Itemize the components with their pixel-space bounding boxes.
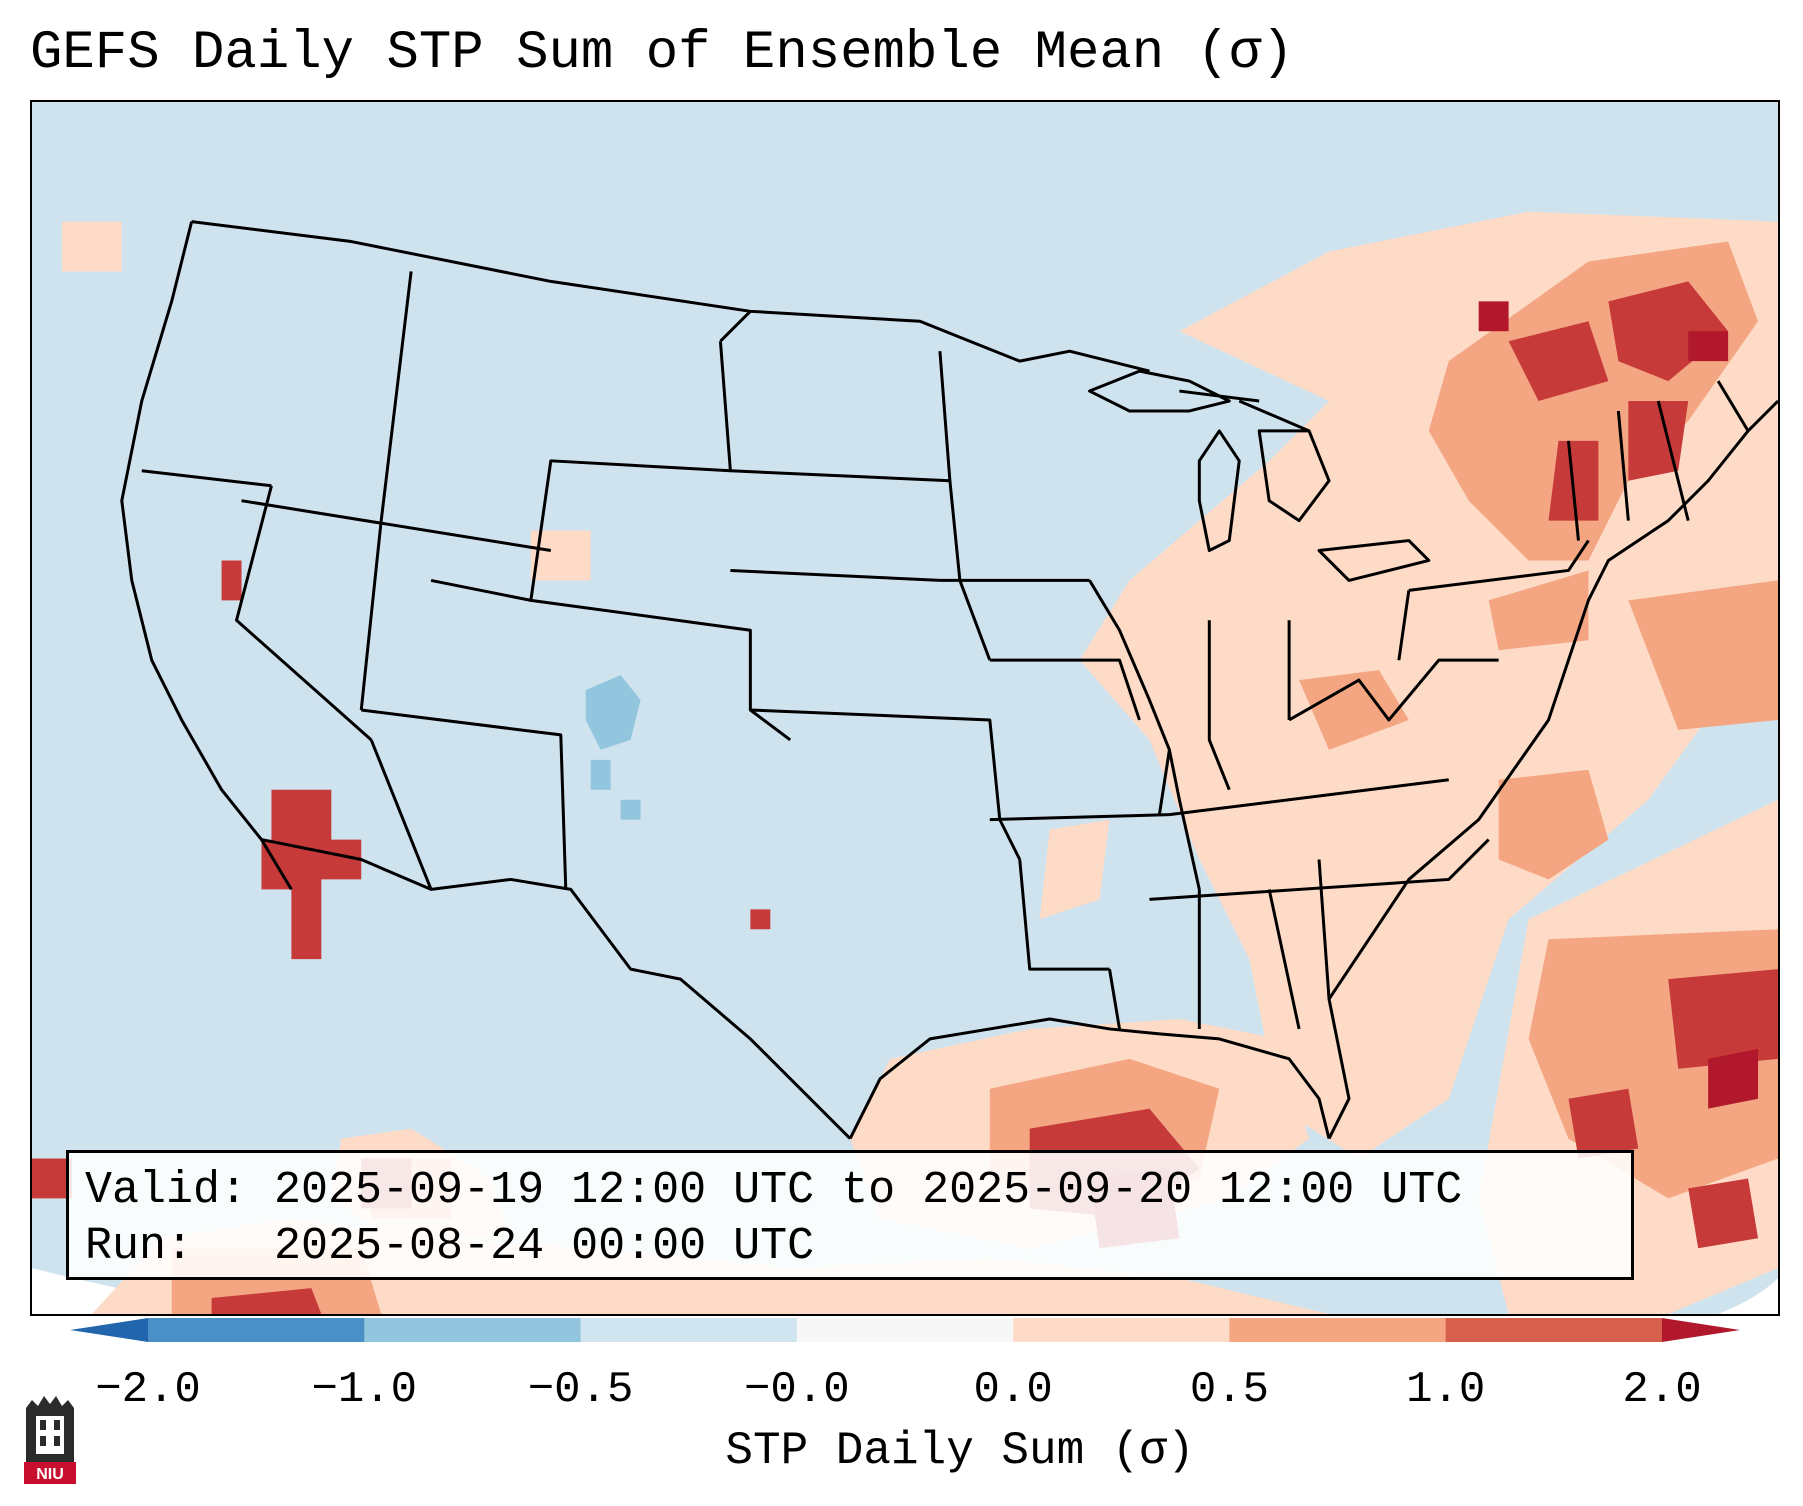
colorbar-label: STP Daily Sum (σ): [725, 1425, 1195, 1477]
valid-time-text: Valid: 2025-09-19 12:00 UTC to 2025-09-2…: [85, 1165, 1463, 1216]
colorbar-tick-label: −0.0: [744, 1365, 850, 1415]
colorbar-over-arrow: [1662, 1318, 1740, 1342]
colorbar-tick-label: 0.5: [1189, 1365, 1270, 1415]
us-canada-border: [191, 220, 1150, 373]
colorbar-segment: [1229, 1318, 1447, 1342]
map-title: GEFS Daily STP Sum of Ensemble Mean (σ): [30, 23, 1294, 84]
stp-field-negative: [585, 675, 641, 820]
projection-edge: [1718, 1278, 1778, 1314]
colorbar-segment: [796, 1318, 1014, 1342]
us-mexico-border: [261, 838, 852, 1140]
pacific-coast: [120, 221, 293, 891]
gulf-coast: [848, 1017, 1331, 1140]
stp-map: [32, 102, 1778, 1314]
colorbar-tick-label: 1.0: [1406, 1365, 1486, 1415]
colorbar-tick-label: −0.5: [527, 1365, 634, 1415]
lake-huron: [1257, 429, 1331, 523]
colorbar-segment: [148, 1318, 365, 1342]
niu-logo-text: NIU: [36, 1466, 64, 1483]
projection-edge: [32, 1268, 262, 1314]
colorbar-segment: [580, 1318, 798, 1342]
colorbar-under-arrow: [70, 1318, 148, 1342]
boundaries: [120, 220, 1778, 1140]
colorbar-segments: [148, 1318, 1663, 1342]
colorbar: [70, 1318, 1740, 1342]
colorbar-tick-label: −1.0: [311, 1365, 418, 1415]
lake-erie: [1317, 539, 1431, 582]
niu-logo: NIU: [24, 1396, 76, 1484]
colorbar-segment: [1013, 1318, 1230, 1342]
colorbar-tick-label: −2.0: [95, 1365, 201, 1415]
run-time-text: Run: 2025-08-24 00:00 UTC: [85, 1221, 815, 1272]
lake-superior: [1088, 369, 1231, 413]
map-panel: [30, 100, 1780, 1316]
validity-info-box: Valid: 2025-09-19 12:00 UTC to 2025-09-2…: [66, 1150, 1634, 1280]
colorbar-tick-label: 2.0: [1622, 1365, 1702, 1415]
colorbar-segment: [364, 1318, 582, 1342]
colorbar-segment: [1445, 1318, 1663, 1342]
lake-michigan: [1197, 429, 1241, 553]
colorbar-tick-label: 0.0: [973, 1365, 1053, 1415]
